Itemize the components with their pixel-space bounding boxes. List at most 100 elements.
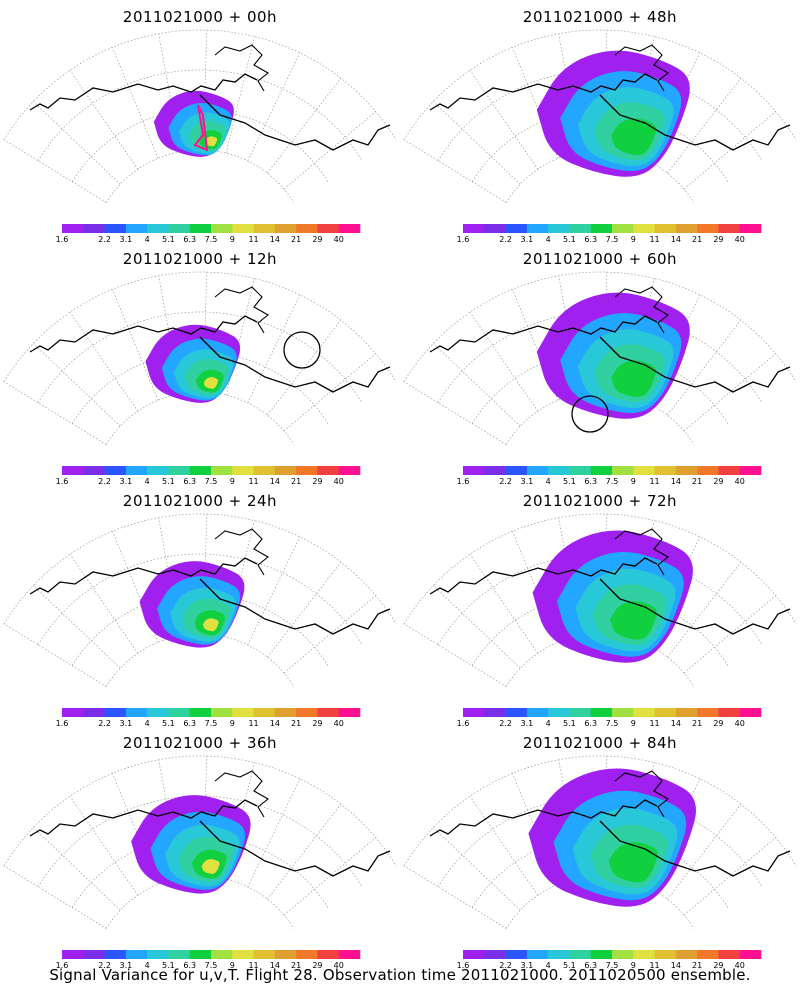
colorbar-swatch <box>505 950 528 959</box>
map-panel: 1.6 2.2 3.1 4 5.1 6.3 7.5 9 11 14 21 29 40 2011021000… <box>0 484 400 726</box>
colorbar-label: 21 <box>291 235 301 242</box>
colorbar-swatch <box>147 950 169 959</box>
colorbar: 1.6 2.2 3.1 4 5.1 6.3 7.5 9 11 14 21 29 40 <box>457 466 762 484</box>
colorbar-label: 29 <box>713 961 723 968</box>
coastline <box>599 336 791 393</box>
colorbar-label: 29 <box>312 235 322 242</box>
colorbar: 1.6 2.2 3.1 4 5.1 6.3 7.5 9 11 14 21 29 40 <box>457 950 762 968</box>
colorbar-swatch <box>211 950 233 959</box>
colorbar: 1.6 2.2 3.1 4 5.1 6.3 7.5 9 11 14 21 29 40 <box>56 224 361 242</box>
colorbar-swatch <box>526 224 549 233</box>
colorbar-label: 21 <box>692 961 702 968</box>
colorbar-swatch <box>104 950 127 959</box>
colorbar-label: 7.5 <box>205 961 218 968</box>
colorbar-label: 40 <box>735 477 745 484</box>
colorbar-swatch <box>739 466 762 475</box>
colorbar-swatch <box>675 950 698 959</box>
coastline <box>214 286 269 334</box>
colorbar-label: 11 <box>649 719 659 726</box>
colorbar-swatch <box>654 224 677 233</box>
variance-map: 1.6 2.2 3.1 4 5.1 6.3 7.5 9 11 14 21 29 40 <box>3 513 397 726</box>
colorbar-label: 4 <box>546 477 551 484</box>
map-panel: 1.6 2.2 3.1 4 5.1 6.3 7.5 9 11 14 21 29 40 2011021000… <box>400 242 800 484</box>
colorbar-swatch <box>274 224 297 233</box>
colorbar-swatch <box>526 950 549 959</box>
colorbar-swatch <box>633 950 655 959</box>
coastline <box>214 770 269 818</box>
colorbar-swatch <box>505 466 528 475</box>
colorbar-label: 9 <box>230 961 235 968</box>
colorbar-label: 7.5 <box>606 961 619 968</box>
colorbar-swatch <box>697 466 719 475</box>
coastline <box>29 557 258 595</box>
variance-contour <box>611 118 656 156</box>
coastline <box>599 578 791 635</box>
colorbar-swatch <box>147 466 169 475</box>
colorbar-label: 3.1 <box>520 235 533 242</box>
colorbar-swatch <box>590 950 613 959</box>
colorbar-label: 40 <box>735 719 745 726</box>
colorbar-swatch <box>505 224 528 233</box>
highlight-circle <box>571 395 609 433</box>
colorbar-label: 5.1 <box>162 477 175 484</box>
colorbar-swatch <box>189 708 212 717</box>
colorbar-label: 14 <box>671 235 681 242</box>
colorbar-label: 29 <box>312 961 322 968</box>
colorbar-swatch <box>125 466 148 475</box>
colorbar-label: 2.2 <box>98 235 111 242</box>
colorbar-swatch <box>104 708 127 717</box>
colorbar-label: 40 <box>735 235 745 242</box>
colorbar-swatch <box>633 708 655 717</box>
colorbar-swatch <box>317 950 340 959</box>
colorbar-label: 1.6 <box>457 235 470 242</box>
colorbar-swatch <box>654 950 677 959</box>
colorbar-swatch <box>189 950 212 959</box>
colorbar-label: 1.6 <box>457 719 470 726</box>
colorbar: 1.6 2.2 3.1 4 5.1 6.3 7.5 9 11 14 21 29 40 <box>56 466 361 484</box>
colorbar-label: 4 <box>145 961 150 968</box>
map-panel: 1.6 2.2 3.1 4 5.1 6.3 7.5 9 11 14 21 29 40 2011021000… <box>0 0 400 242</box>
colorbar-label: 11 <box>248 477 258 484</box>
colorbar-label: 3.1 <box>119 477 132 484</box>
panel-title: 2011021000 + 36h <box>122 734 278 752</box>
colorbar-label: 40 <box>334 477 344 484</box>
colorbar-swatch <box>633 224 655 233</box>
colorbar-swatch <box>168 224 191 233</box>
colorbar-label: 14 <box>270 477 280 484</box>
variance-map: 1.6 2.2 3.1 4 5.1 6.3 7.5 9 11 14 21 29 40 <box>3 29 397 242</box>
colorbar-label: 5.1 <box>563 719 576 726</box>
colorbar-swatch <box>253 950 276 959</box>
colorbar-swatch <box>484 466 506 475</box>
coastline <box>429 557 658 595</box>
colorbar-label: 14 <box>671 719 681 726</box>
colorbar-label: 7.5 <box>606 235 619 242</box>
colorbar-label: 6.3 <box>183 477 196 484</box>
colorbar-label: 14 <box>270 961 280 968</box>
colorbar-label: 11 <box>248 961 258 968</box>
colorbar-label: 9 <box>230 477 235 484</box>
panel-title: 2011021000 + 48h <box>522 8 678 26</box>
colorbar-label: 11 <box>649 477 659 484</box>
colorbar-swatch <box>125 950 148 959</box>
colorbar-label: 2.2 <box>98 961 111 968</box>
coastline <box>429 73 658 111</box>
colorbar-swatch <box>296 708 318 717</box>
colorbar-swatch <box>612 466 634 475</box>
coastline <box>429 799 658 837</box>
variance-contour <box>203 377 219 389</box>
colorbar-label: 4 <box>145 235 150 242</box>
colorbar-label: 6.3 <box>183 719 196 726</box>
variance-contour <box>608 842 658 883</box>
colorbar-swatch <box>697 224 719 233</box>
colorbar-swatch <box>739 224 762 233</box>
colorbar-swatch <box>83 950 105 959</box>
colorbar-label: 5.1 <box>563 961 576 968</box>
map-panel: 1.6 2.2 3.1 4 5.1 6.3 7.5 9 11 14 21 29 40 2011021000… <box>0 726 400 968</box>
colorbar-swatch <box>253 224 276 233</box>
colorbar-swatch <box>548 950 570 959</box>
panel-title: 2011021000 + 24h <box>122 492 278 510</box>
colorbar-swatch <box>62 950 84 959</box>
coastline <box>429 315 658 353</box>
colorbar-label: 9 <box>631 235 636 242</box>
colorbar-label: 5.1 <box>563 235 576 242</box>
